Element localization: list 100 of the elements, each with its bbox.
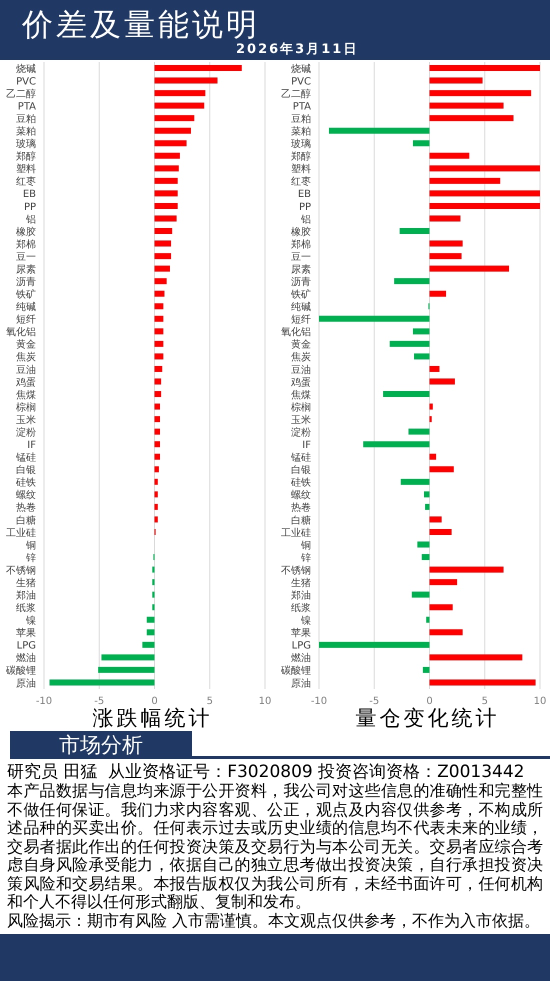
y-tick-label: 塑料 (291, 163, 311, 176)
bar (430, 528, 452, 535)
bar (383, 391, 430, 398)
bar (50, 679, 154, 686)
y-tick-label: 碳酸锂 (5, 664, 36, 677)
bar (430, 566, 504, 573)
y-tick-label: 燃油 (291, 652, 311, 664)
bar (363, 441, 430, 448)
y-tick-label: 豆一 (291, 252, 311, 263)
bar (154, 491, 158, 498)
y-tick-label: 豆油 (291, 364, 311, 376)
y-tick-label: 苹果 (16, 627, 36, 640)
bar (154, 328, 164, 334)
y-tick-label: 氧化铝 (6, 326, 36, 338)
bar (154, 428, 160, 435)
y-tick-label: 焦炭 (291, 351, 311, 364)
bar (154, 102, 204, 109)
y-tick-label: EB (22, 189, 36, 200)
bar (154, 215, 177, 222)
y-tick-label: 淀粉 (16, 426, 36, 438)
bar (328, 128, 430, 134)
y-tick-label: LPG (16, 640, 36, 652)
bar (154, 466, 159, 472)
bar (394, 278, 430, 284)
y-tick-label: PTA (292, 101, 312, 112)
y-tick-label: 菜粕 (16, 126, 36, 138)
y-tick-label: IF (27, 440, 36, 452)
y-tick-label: 苹果 (291, 627, 311, 640)
y-tick-label: 棕榈 (291, 401, 311, 414)
y-tick-label: 焦煤 (16, 388, 36, 401)
bar (430, 454, 436, 460)
y-tick-label: 锰硅 (290, 452, 311, 464)
y-tick-label: 铁矿 (290, 288, 311, 301)
y-tick-label: 短纤 (16, 314, 36, 326)
y-tick-label: 郑油 (16, 590, 36, 602)
bar (414, 353, 430, 360)
y-tick-label: 原油 (16, 677, 36, 690)
x-tick-label: -10 (36, 696, 52, 708)
y-tick-label: 铁矿 (15, 288, 36, 301)
y-tick-label: 纸浆 (291, 602, 311, 614)
bar (154, 65, 242, 71)
bar (319, 316, 430, 322)
x-tick-label: 5 (206, 696, 213, 708)
y-tick-label: 镍 (300, 614, 311, 627)
y-tick-label: EB (298, 189, 312, 200)
y-tick-label: 橡胶 (16, 226, 36, 238)
text: 量仓变化统计 (356, 706, 500, 730)
y-tick-label: 豆油 (16, 364, 36, 376)
text: 2026年3月11日 (236, 42, 358, 58)
bar (154, 316, 164, 322)
bar (430, 65, 540, 71)
y-tick-label: 锰硅 (15, 452, 36, 464)
bar (430, 190, 540, 196)
bar (154, 228, 172, 234)
y-tick-label: 红枣 (16, 176, 36, 188)
bar (154, 353, 164, 360)
y-tick-label: 锌 (25, 552, 36, 564)
y-tick-label: 焦炭 (16, 351, 36, 364)
bar (154, 266, 170, 272)
y-tick-label: 不锈钢 (281, 565, 311, 576)
y-tick-label: 黄金 (16, 338, 36, 351)
bar (430, 240, 463, 247)
y-tick-label: 铝 (25, 214, 36, 226)
bar (154, 478, 158, 485)
x-tick-label: -5 (369, 696, 380, 708)
bar (430, 404, 433, 410)
bar (430, 178, 500, 184)
bar (430, 215, 460, 222)
y-tick-label: 乙二醇 (6, 88, 36, 100)
bar (417, 542, 430, 548)
bar (430, 579, 458, 586)
bar (430, 679, 536, 686)
y-tick-label: 郑醇 (291, 150, 311, 163)
x-tick-label: 0 (151, 696, 158, 708)
y-tick-label: 原油 (291, 677, 311, 690)
y-tick-label: 郑棉 (291, 238, 311, 250)
y-tick-label: 白银 (291, 464, 311, 476)
y-tick-label: 铜 (25, 540, 36, 552)
y-tick-label: 豆一 (16, 252, 36, 263)
bar (154, 90, 206, 96)
y-tick-label: PTA (18, 101, 36, 112)
x-tick-label: 10 (258, 696, 272, 708)
bar (430, 654, 522, 660)
bar (430, 102, 504, 109)
bar (319, 642, 430, 648)
y-tick-label: 工业硅 (281, 526, 311, 539)
y-tick-label: 鸡蛋 (15, 376, 36, 388)
bar (430, 516, 442, 522)
y-tick-label: IF (302, 440, 312, 452)
y-tick-label: 玻璃 (16, 138, 36, 150)
y-tick-label: 生猪 (16, 576, 36, 589)
bar (154, 303, 164, 310)
y-tick-label: 热卷 (291, 502, 311, 514)
bar (154, 454, 160, 460)
bar (430, 78, 483, 84)
x-tick-label: -10 (310, 696, 328, 708)
bar (154, 504, 158, 510)
x-tick-label: 0 (426, 696, 433, 708)
bar (408, 428, 430, 435)
bar (430, 115, 514, 122)
